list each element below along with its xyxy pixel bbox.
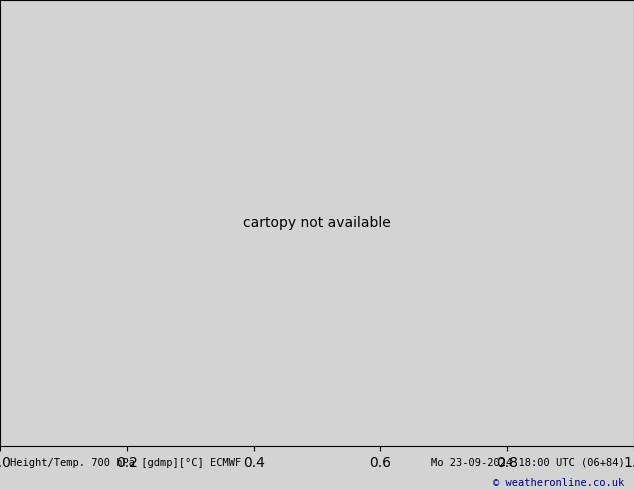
Text: © weatheronline.co.uk: © weatheronline.co.uk (493, 478, 624, 489)
Text: cartopy not available: cartopy not available (243, 216, 391, 230)
Text: Mo 23-09-2024 18:00 UTC (06+84): Mo 23-09-2024 18:00 UTC (06+84) (430, 458, 624, 467)
Text: Height/Temp. 700 hPa [gdmp][°C] ECMWF: Height/Temp. 700 hPa [gdmp][°C] ECMWF (10, 458, 241, 467)
